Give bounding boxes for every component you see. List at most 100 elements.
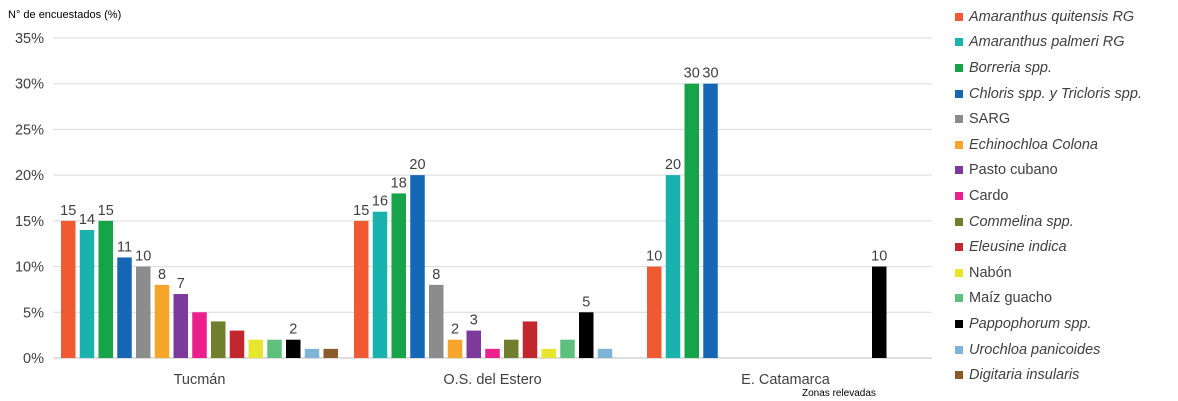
bar [136,266,151,358]
bar [665,175,681,358]
bar [229,330,245,358]
legend-label: Digitaria insularis [969,367,1080,384]
bar [391,193,406,358]
bar [304,348,320,358]
bar [579,312,594,358]
data-label: 18 [391,175,407,191]
legend-swatch [955,345,963,354]
x-tick-label: E. Catamarca [741,372,831,388]
bar [286,339,301,358]
legend-item: Digitaria insularis [955,362,1175,388]
legend-swatch [955,191,963,200]
data-label: 8 [158,267,166,283]
bar [354,220,369,358]
bar [192,312,207,358]
legend-swatch [955,294,963,303]
legend-item: Pappophorum spp. [955,311,1175,337]
legend-swatch [955,140,963,149]
legend-swatch [955,115,963,124]
legend-label: Urochloa panicoides [969,341,1101,358]
data-label: 7 [177,276,185,292]
legend-swatch [955,12,963,21]
x-axis-ticks: Tucmán O.S. del Estero E. Catamarca [174,372,831,388]
legend-swatch [955,268,963,277]
legend-item: Echinochloa Colona [955,132,1175,158]
data-label: 5 [582,294,590,310]
bar [447,339,463,358]
data-label: 11 [117,239,132,255]
y-tick-label: 30% [15,77,44,93]
legend-label: Commelina spp. [969,213,1074,230]
legend-label: Chloris spp. y Tricloris spp. [969,85,1142,102]
y-tick-label: 15% [15,214,44,230]
legend-item: Urochloa panicoides [955,337,1175,363]
bar [703,83,718,358]
legend-item: Eleusine indica [955,234,1175,260]
bar [61,220,76,358]
legend-swatch [955,63,963,72]
bar [173,294,188,358]
legend-item: Cardo [955,183,1175,209]
bar [541,348,556,358]
data-label: 10 [871,249,887,265]
data-label: 20 [409,157,425,173]
bar [872,266,887,358]
x-axis-title: Zonas relevadas [802,388,876,399]
data-label: 16 [372,194,388,210]
data-label: 2 [289,322,297,338]
legend-swatch [955,371,963,380]
legend-label: Echinochloa Colona [969,136,1098,153]
legend-label: Pappophorum spp. [969,315,1092,332]
data-label: 15 [353,203,369,219]
legend-item: Nabón [955,260,1175,286]
legend-item: Pasto cubano [955,158,1175,184]
legend-label: Nabón [969,264,1012,281]
y-tick-label: 10% [15,260,44,276]
bar [504,339,519,358]
legend-item: Chloris spp. y Tricloris spp. [955,81,1175,107]
bar [323,348,338,358]
legend-swatch [955,166,963,175]
legend-label: Pasto cubano [969,162,1058,179]
data-label: 30 [684,66,700,82]
legend-label: Eleusine indica [969,239,1067,256]
bar [98,220,113,358]
data-label: 30 [702,66,718,82]
bar [466,330,481,358]
y-tick-label: 5% [23,305,44,321]
bar [522,321,538,358]
y-tick-label: 35% [15,31,44,47]
bar [248,339,263,358]
bar [684,83,699,358]
data-label: 2 [451,322,459,338]
bar [485,348,500,358]
y-axis-ticks: 0% 5% 10% 15% 20% 25% 30% 35% [15,31,44,367]
y-tick-label: 20% [15,168,44,184]
legend-item: SARG [955,106,1175,132]
data-label: 10 [646,249,662,265]
data-label: 10 [135,249,151,265]
data-label: 20 [665,157,681,173]
bar [597,348,613,358]
legend-label: SARG [969,111,1011,128]
legend-label: Amaranthus palmeri RG [969,34,1125,51]
data-label: 8 [432,267,440,283]
data-label: 15 [98,203,114,219]
bar [410,175,425,358]
bar [117,257,132,358]
legend-swatch [955,319,963,328]
y-axis-title: N° de encuestados (%) [8,9,122,21]
legend-swatch [955,89,963,98]
legend-label: Borreria spp. [969,59,1053,76]
legend-swatch [955,217,963,226]
bar [154,284,170,358]
bar [372,211,388,358]
legend-label: Amaranthus quitensis RG [969,8,1135,25]
bars [61,83,887,358]
bar [429,284,444,358]
bar [647,266,662,358]
y-tick-label: 0% [23,351,44,367]
legend-item: Borreria spp. [955,55,1175,81]
